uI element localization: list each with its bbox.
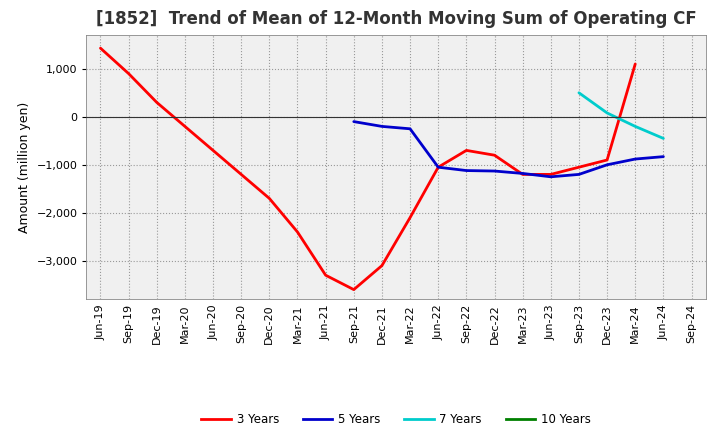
Legend: 3 Years, 5 Years, 7 Years, 10 Years: 3 Years, 5 Years, 7 Years, 10 Years [197,408,595,431]
Y-axis label: Amount (million yen): Amount (million yen) [18,102,31,233]
Title: [1852]  Trend of Mean of 12-Month Moving Sum of Operating CF: [1852] Trend of Mean of 12-Month Moving … [96,10,696,28]
